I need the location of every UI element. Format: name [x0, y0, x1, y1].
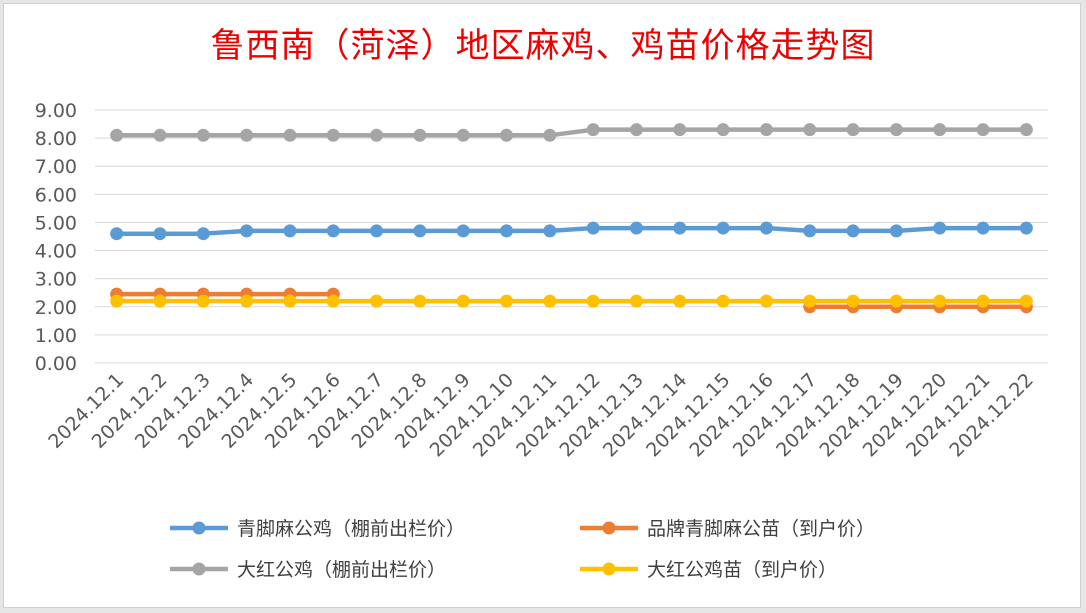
data-point: [933, 123, 947, 137]
chart-title: 鲁西南（菏泽）地区麻鸡、鸡苗价格走势图: [210, 26, 876, 66]
data-point: [889, 294, 903, 308]
data-point: [196, 128, 210, 142]
y-tick-label: 1.00: [35, 325, 77, 347]
data-point: [370, 224, 384, 238]
data-point: [1019, 221, 1033, 235]
data-point: [933, 221, 947, 235]
legend-item: 大红公鸡（棚前出栏价）: [170, 559, 446, 581]
data-point: [370, 128, 384, 142]
y-tick-label: 4.00: [35, 241, 77, 263]
data-point: [803, 123, 817, 137]
data-point: [240, 224, 254, 238]
data-point: [283, 224, 297, 238]
data-point: [673, 294, 687, 308]
legend-item: 品牌青脚麻公苗（到户价）: [580, 518, 875, 540]
series-1: [110, 221, 1033, 241]
data-point: [240, 128, 254, 142]
data-point: [846, 294, 860, 308]
data-point: [629, 221, 643, 235]
data-point: [629, 294, 643, 308]
data-point: [110, 128, 124, 142]
legend-item: 大红公鸡苗（到户价）: [580, 559, 837, 581]
data-point: [283, 294, 297, 308]
legend-label: 青脚麻公鸡（棚前出栏价）: [237, 518, 465, 540]
y-tick-label: 2.00: [35, 297, 77, 319]
data-point: [413, 224, 427, 238]
y-tick-label: 6.00: [35, 184, 77, 206]
data-point: [846, 123, 860, 137]
data-point: [586, 294, 600, 308]
data-point: [326, 224, 340, 238]
data-point: [543, 294, 557, 308]
data-point: [889, 123, 903, 137]
data-point: [1019, 123, 1033, 137]
data-point: [803, 294, 817, 308]
y-tick-label: 9.00: [35, 100, 77, 122]
series-line: [114, 225, 1029, 236]
data-point: [846, 224, 860, 238]
data-point: [153, 294, 167, 308]
data-point: [716, 221, 730, 235]
data-point: [716, 123, 730, 137]
legend-label: 大红公鸡苗（到户价）: [647, 559, 837, 581]
data-point: [586, 221, 600, 235]
data-point: [629, 123, 643, 137]
data-point: [500, 128, 514, 142]
series-4: [110, 294, 1033, 308]
data-point: [153, 128, 167, 142]
y-tick-label: 7.00: [35, 156, 77, 178]
legend-label: 大红公鸡（棚前出栏价）: [237, 559, 446, 581]
data-point: [413, 128, 427, 142]
data-point: [759, 123, 773, 137]
series-3: [110, 123, 1033, 142]
data-point: [889, 224, 903, 238]
legend-marker: [192, 562, 206, 576]
data-point: [586, 123, 600, 137]
legend-marker: [602, 521, 616, 535]
y-tick-label: 3.00: [35, 269, 77, 291]
data-point: [500, 294, 514, 308]
data-point: [283, 128, 297, 142]
data-point: [976, 221, 990, 235]
legend-label: 品牌青脚麻公苗（到户价）: [647, 518, 875, 540]
data-point: [759, 221, 773, 235]
data-point: [196, 294, 210, 308]
legend-item: 青脚麻公鸡（棚前出栏价）: [170, 518, 465, 540]
data-point: [153, 227, 167, 241]
data-point: [456, 224, 470, 238]
data-point: [456, 294, 470, 308]
data-point: [1019, 294, 1033, 308]
data-point: [500, 224, 514, 238]
data-point: [976, 123, 990, 137]
data-point: [413, 294, 427, 308]
data-point: [110, 294, 124, 308]
data-point: [110, 227, 124, 241]
legend-marker: [602, 562, 616, 576]
data-point: [196, 227, 210, 241]
y-tick-label: 0.00: [35, 353, 77, 375]
data-point: [543, 128, 557, 142]
data-point: [803, 224, 817, 238]
data-point: [240, 294, 254, 308]
data-point: [716, 294, 730, 308]
data-point: [933, 294, 947, 308]
data-point: [673, 221, 687, 235]
y-tick-label: 8.00: [35, 128, 77, 150]
legend-marker: [192, 521, 206, 535]
data-point: [326, 128, 340, 142]
data-point: [976, 294, 990, 308]
data-point: [370, 294, 384, 308]
data-point: [759, 294, 773, 308]
data-point: [673, 123, 687, 137]
series-line: [114, 127, 1029, 138]
y-tick-label: 5.00: [35, 212, 77, 234]
data-point: [543, 224, 557, 238]
data-point: [456, 128, 470, 142]
data-point: [326, 294, 340, 308]
